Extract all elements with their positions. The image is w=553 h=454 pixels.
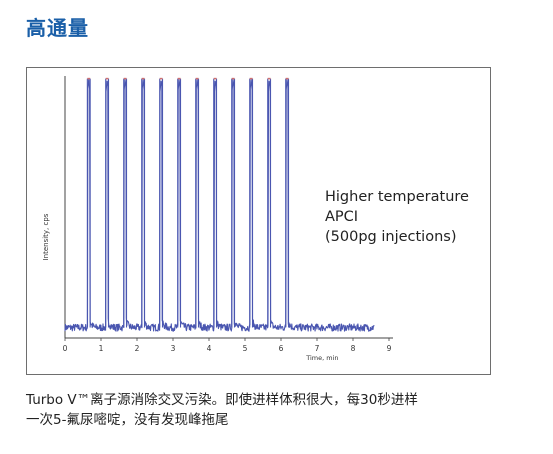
peak-10	[249, 77, 254, 328]
peak-6	[177, 77, 182, 328]
peak-3	[123, 77, 128, 328]
peak-markers	[86, 77, 290, 328]
peak-9	[231, 77, 236, 328]
annotation-line-1: Higher temperature	[325, 189, 469, 205]
peak-11	[267, 77, 272, 328]
x-tick-label-0: 0	[63, 344, 68, 353]
peak-12	[285, 77, 290, 328]
peak-5	[159, 77, 164, 328]
x-tick-label-8: 8	[351, 344, 356, 353]
x-tick-label-1: 1	[99, 344, 104, 353]
x-axis-label: Time, min	[305, 354, 338, 362]
caption-line-2: 一次5-氟尿嘧啶，没有发现峰拖尾	[26, 412, 229, 428]
peak-1	[86, 77, 91, 328]
x-tick-label-2: 2	[135, 344, 140, 353]
annotation-line-2: APCI	[325, 209, 358, 225]
page-title: 高通量	[26, 16, 89, 40]
x-tick-label-9: 9	[387, 344, 392, 353]
figure-caption: Turbo V™离子源消除交叉污染。即使进样体积很大，每30秒进样 一次5-氟尿…	[26, 390, 526, 430]
x-tick-label-7: 7	[315, 344, 320, 353]
chart-annotation: Higher temperature APCI (500pg injections)	[325, 189, 469, 245]
axes	[64, 76, 393, 339]
peak-2	[105, 77, 110, 328]
annotation-line-3: (500pg injections)	[325, 229, 456, 245]
peak-7	[195, 77, 200, 328]
y-axis-label: Intensity, cps	[42, 213, 50, 260]
x-tick-label-4: 4	[207, 344, 212, 353]
chromatogram-chart: 0 1 2 3 4 5 6 7 8 9 Intensity, cps Time, min High…	[42, 76, 469, 362]
x-tick-label-5: 5	[243, 344, 248, 353]
chromatogram-figure: 0 1 2 3 4 5 6 7 8 9 Intensity, cps Time, min High…	[26, 67, 491, 375]
chromatogram-trace	[64, 78, 375, 332]
x-tick-labels: 0 1 2 3 4 5 6 7 8 9	[63, 338, 392, 353]
x-tick-label-6: 6	[279, 344, 284, 353]
caption-line-1: Turbo V™离子源消除交叉污染。即使进样体积很大，每30秒进样	[26, 392, 418, 408]
peak-8	[213, 77, 218, 328]
peak-4	[141, 77, 146, 328]
x-tick-label-3: 3	[171, 344, 176, 353]
